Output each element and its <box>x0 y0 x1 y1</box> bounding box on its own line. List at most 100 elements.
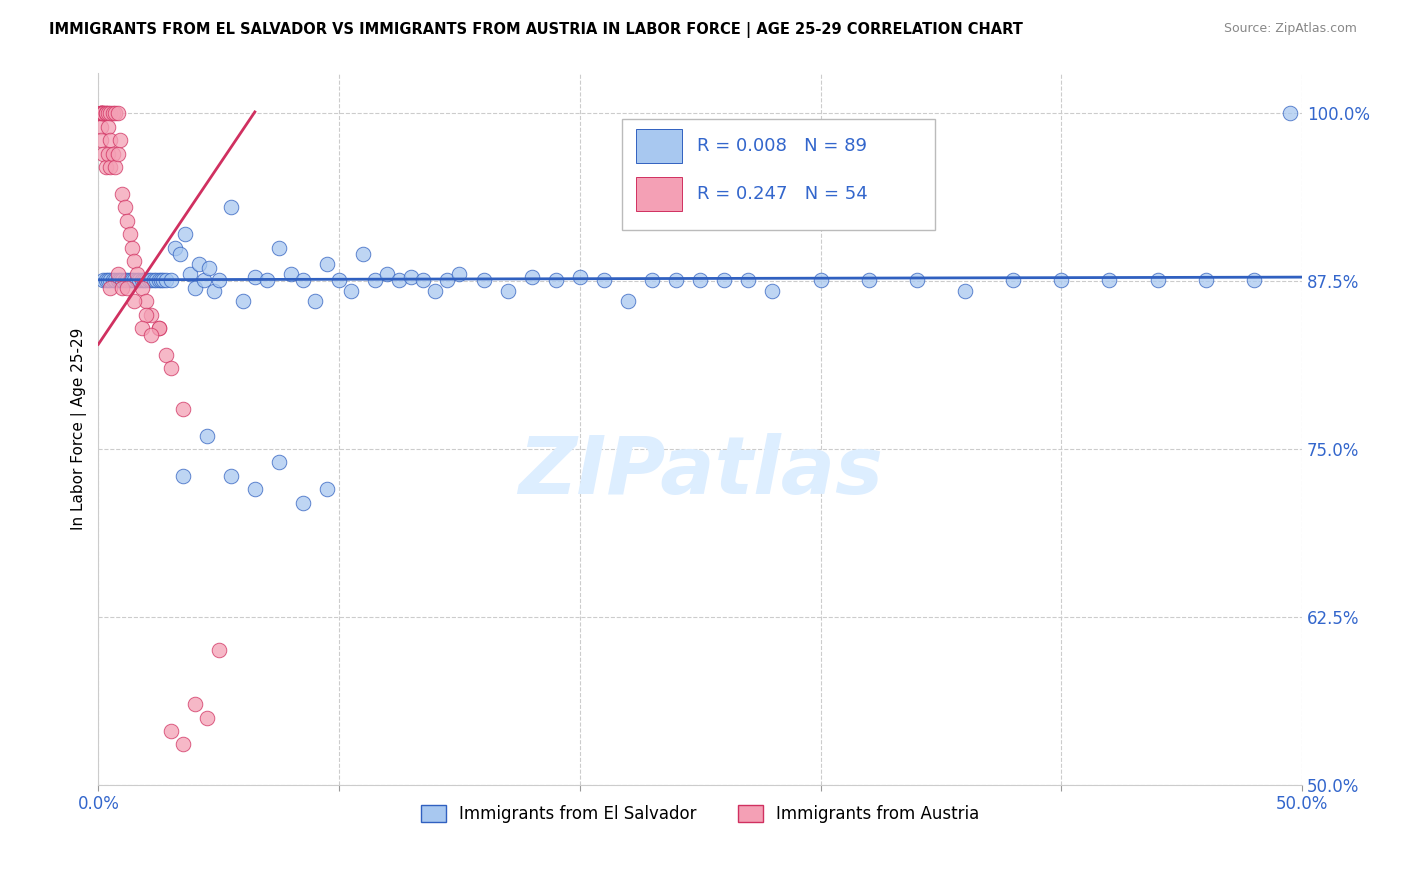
Point <box>121 241 143 255</box>
Text: R = 0.247   N = 54: R = 0.247 N = 54 <box>696 185 868 203</box>
Point <box>118 273 141 287</box>
Point <box>689 273 711 287</box>
Point <box>155 273 177 287</box>
Point <box>291 496 314 510</box>
Point <box>243 483 266 497</box>
Point <box>737 273 759 287</box>
Point <box>183 281 205 295</box>
Point <box>568 270 591 285</box>
Point <box>97 120 120 134</box>
Point <box>340 284 363 298</box>
Point <box>267 241 290 255</box>
Point <box>131 281 153 295</box>
Point <box>183 697 205 711</box>
Point <box>90 120 112 134</box>
Point <box>155 348 177 362</box>
Point <box>198 260 221 275</box>
Point <box>280 268 302 282</box>
Point <box>104 273 127 287</box>
Text: ZIPatlas: ZIPatlas <box>517 433 883 510</box>
Point <box>100 273 122 287</box>
Point <box>267 455 290 469</box>
Point <box>172 738 194 752</box>
Point <box>91 106 114 120</box>
Point <box>114 200 136 214</box>
Point <box>90 106 112 120</box>
Point <box>810 273 832 287</box>
Point <box>202 284 225 298</box>
Text: IMMIGRANTS FROM EL SALVADOR VS IMMIGRANTS FROM AUSTRIA IN LABOR FORCE | AGE 25-2: IMMIGRANTS FROM EL SALVADOR VS IMMIGRANT… <box>49 22 1024 38</box>
Point <box>316 257 339 271</box>
Point <box>520 270 543 285</box>
Point <box>101 273 124 287</box>
Point <box>142 273 165 287</box>
Point <box>100 281 122 295</box>
Point <box>193 273 215 287</box>
Point <box>375 268 398 282</box>
Point <box>104 160 127 174</box>
Point <box>138 273 160 287</box>
Point <box>100 133 122 147</box>
Point <box>208 273 231 287</box>
Point <box>100 106 122 120</box>
Point <box>219 200 242 214</box>
Point <box>858 273 880 287</box>
Point <box>104 106 127 120</box>
Point <box>132 273 155 287</box>
Point <box>1243 273 1265 287</box>
Point <box>316 483 339 497</box>
Point <box>304 294 326 309</box>
Point <box>352 247 374 261</box>
Point <box>165 241 187 255</box>
Point <box>544 273 567 287</box>
Point <box>179 268 201 282</box>
Point <box>111 273 134 287</box>
Point <box>243 270 266 285</box>
Point <box>159 361 181 376</box>
Point <box>152 273 174 287</box>
Point <box>174 227 197 241</box>
Point <box>159 273 181 287</box>
Point <box>91 273 114 287</box>
Point <box>436 273 458 287</box>
Point <box>148 321 170 335</box>
Point <box>94 106 117 120</box>
Point <box>401 270 423 285</box>
Point <box>169 247 191 261</box>
Text: R = 0.008   N = 89: R = 0.008 N = 89 <box>696 137 866 155</box>
Point <box>107 268 129 282</box>
Point <box>124 294 146 309</box>
Point <box>107 273 129 287</box>
Point <box>111 186 134 201</box>
Point <box>449 268 471 282</box>
Point <box>118 227 141 241</box>
Point <box>111 281 134 295</box>
Point <box>232 294 254 309</box>
Point <box>291 273 314 287</box>
Point <box>121 273 143 287</box>
Legend: Immigrants from El Salvador, Immigrants from Austria: Immigrants from El Salvador, Immigrants … <box>413 798 987 830</box>
Point <box>1195 273 1218 287</box>
Point <box>761 284 783 298</box>
FancyBboxPatch shape <box>621 120 935 229</box>
Point <box>124 273 146 287</box>
Point <box>135 294 157 309</box>
Point <box>328 273 350 287</box>
Point <box>188 257 211 271</box>
Point <box>1279 106 1302 120</box>
Bar <box>637 177 682 211</box>
Point <box>91 106 114 120</box>
Point <box>148 321 170 335</box>
Point <box>617 294 640 309</box>
Text: Source: ZipAtlas.com: Source: ZipAtlas.com <box>1223 22 1357 36</box>
Point <box>107 146 129 161</box>
Point <box>496 284 519 298</box>
Point <box>94 160 117 174</box>
Point <box>412 273 434 287</box>
Point <box>108 273 131 287</box>
Point <box>101 106 124 120</box>
Point <box>100 160 122 174</box>
Point <box>953 284 976 298</box>
Point <box>593 273 616 287</box>
Point <box>97 106 120 120</box>
